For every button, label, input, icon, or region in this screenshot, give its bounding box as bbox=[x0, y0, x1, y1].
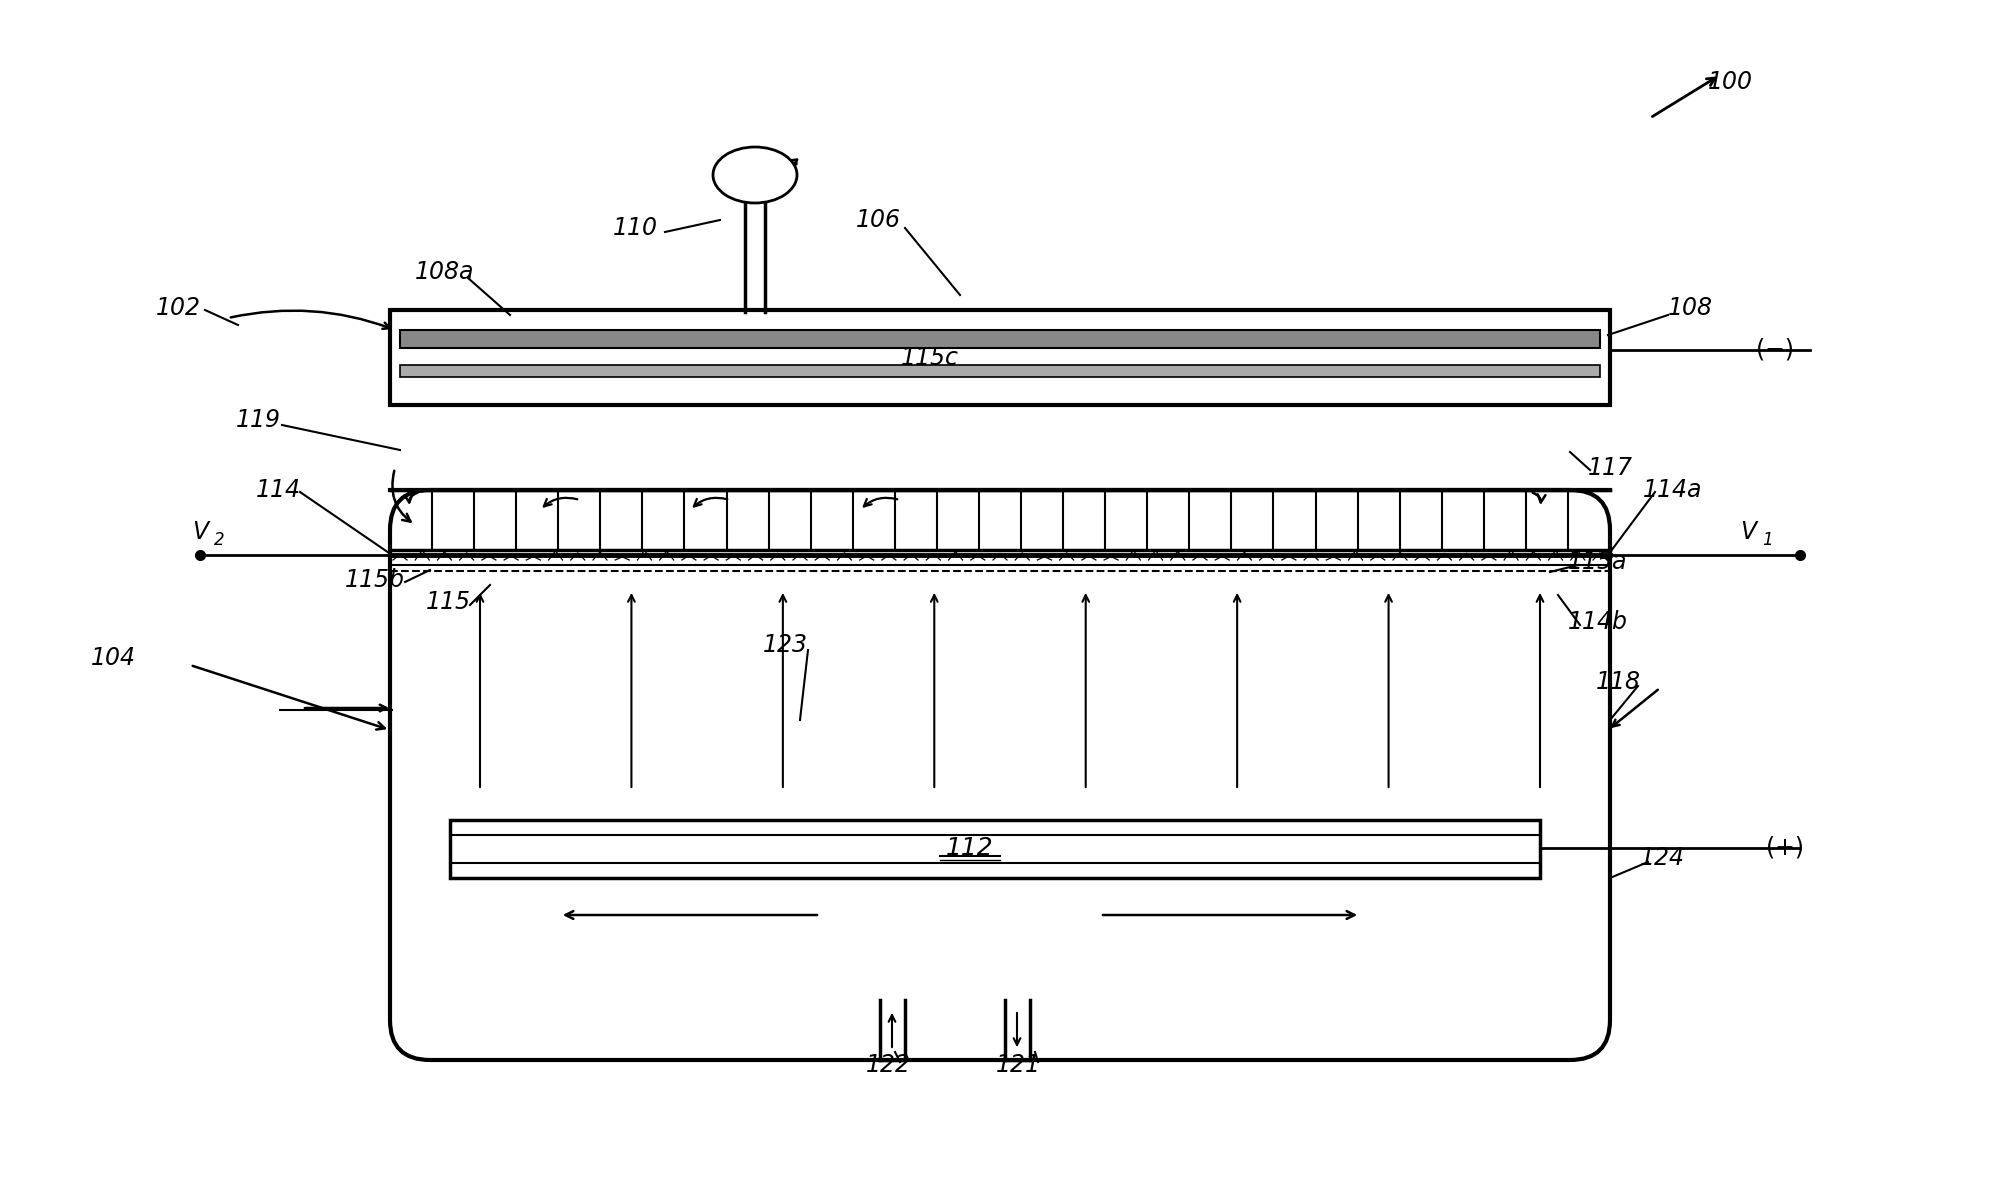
Text: 114b: 114b bbox=[1567, 610, 1627, 634]
Text: 114: 114 bbox=[255, 477, 301, 502]
Text: 123: 123 bbox=[762, 633, 808, 657]
Text: 115b: 115b bbox=[345, 568, 405, 592]
Text: 124: 124 bbox=[1639, 847, 1685, 870]
Text: 119: 119 bbox=[235, 408, 281, 432]
Ellipse shape bbox=[714, 147, 798, 203]
FancyBboxPatch shape bbox=[391, 490, 1609, 1060]
Text: 102: 102 bbox=[156, 296, 201, 320]
Bar bbox=[451, 821, 1539, 878]
Text: 114a: 114a bbox=[1643, 477, 1703, 502]
Text: 122: 122 bbox=[865, 1053, 911, 1076]
Text: 110: 110 bbox=[612, 216, 658, 241]
Text: 100: 100 bbox=[1707, 70, 1753, 94]
Text: (−): (−) bbox=[1757, 338, 1795, 362]
Text: 115: 115 bbox=[425, 590, 471, 614]
Text: 108: 108 bbox=[1667, 296, 1713, 320]
Text: 112: 112 bbox=[947, 836, 993, 859]
Text: 2: 2 bbox=[213, 531, 225, 549]
Text: 121: 121 bbox=[995, 1053, 1041, 1076]
Text: 115a: 115a bbox=[1567, 549, 1627, 574]
Text: 117: 117 bbox=[1587, 456, 1633, 480]
Text: 104: 104 bbox=[90, 646, 136, 670]
Text: 108a: 108a bbox=[415, 261, 475, 284]
Text: (+): (+) bbox=[1767, 836, 1805, 859]
Text: 1: 1 bbox=[1763, 531, 1773, 549]
Text: 106: 106 bbox=[855, 208, 901, 232]
Text: 118: 118 bbox=[1595, 670, 1641, 694]
Text: V: V bbox=[191, 520, 207, 544]
Bar bbox=[401, 330, 1599, 348]
Bar bbox=[391, 310, 1609, 406]
Bar bbox=[401, 365, 1599, 377]
Text: V: V bbox=[1741, 520, 1757, 544]
Text: 115c: 115c bbox=[901, 345, 959, 370]
